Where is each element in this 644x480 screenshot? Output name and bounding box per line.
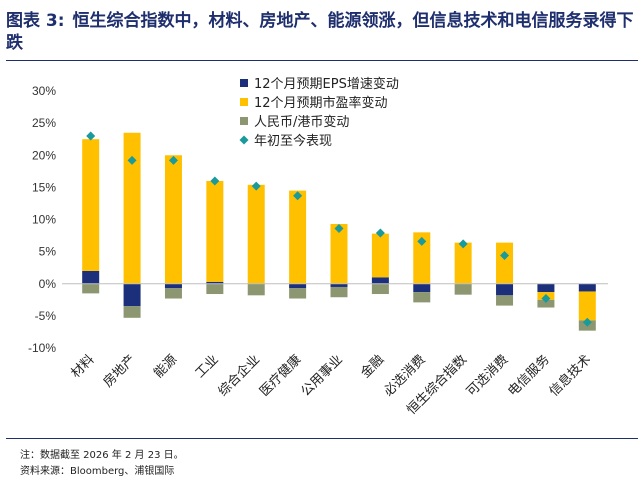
x-tick-label: 工业	[193, 352, 222, 381]
y-tick-label: 5%	[39, 245, 57, 259]
bar-segment-1	[164, 283, 182, 289]
y-tick-label: 25%	[32, 116, 56, 130]
bar-segment-1	[413, 283, 431, 293]
bar-segment-2	[330, 223, 348, 284]
ytd-marker	[210, 176, 220, 186]
bar-segment-3	[413, 292, 431, 303]
x-tick-label: 能源	[151, 352, 180, 381]
source-note: 资料来源：Bloomberg、浦银国际	[20, 466, 175, 477]
legend-swatch-marker	[239, 135, 249, 145]
bar-segment-2	[164, 155, 182, 284]
legend-label-4: 年初至今表现	[254, 133, 332, 149]
x-tick-label: 房地产	[100, 352, 139, 391]
legend-label-3: 人民币/港币变动	[254, 114, 349, 130]
ytd-marker	[500, 250, 510, 260]
x-tick-label: 电信服务	[505, 352, 553, 400]
ytd-marker	[251, 181, 261, 191]
y-tick-label: 15%	[32, 180, 56, 194]
title-divider	[6, 60, 638, 61]
stacked-bar-chart: 30% 25% 20% 15% 10% 5% 0% -5% -10% 材料 房地产 能源 工业综合企业医…	[28, 76, 608, 418]
bar-segment-1	[206, 281, 224, 284]
y-tick-label: 0%	[39, 277, 57, 291]
ytd-marker	[86, 131, 96, 141]
bar-segment-3	[330, 286, 348, 298]
ytd-marker	[458, 239, 468, 249]
bar-segment-3	[82, 283, 100, 294]
ytd-marker	[417, 236, 427, 246]
ytd-marker	[582, 317, 592, 327]
legend-label-2: 12个月预期市盈率变动	[254, 95, 388, 111]
bar-segment-3	[454, 283, 472, 295]
bar-segment-2	[413, 232, 431, 284]
bar-segment-1	[537, 283, 555, 293]
y-tick-label: -5%	[35, 309, 57, 323]
bar-segment-3	[247, 283, 265, 296]
bar-segment-1	[289, 283, 307, 289]
ytd-marker	[127, 155, 137, 165]
ytd-marker	[375, 228, 385, 238]
bar-segment-2	[289, 190, 307, 284]
ytd-marker	[168, 155, 178, 165]
footer-divider	[6, 438, 638, 439]
y-tick-label: -10%	[28, 341, 56, 355]
bar-segment-2	[371, 233, 389, 278]
bar-segment-2	[123, 132, 141, 284]
bar-segment-1	[82, 270, 100, 284]
legend-swatch-1	[240, 79, 248, 87]
y-tick-label: 20%	[32, 148, 56, 162]
bar-segment-3	[123, 306, 141, 318]
bar-segment-3	[371, 283, 389, 295]
x-tick-label: 公用事业	[298, 352, 345, 399]
ytd-marker	[293, 191, 303, 201]
bar-segment-3	[164, 288, 182, 299]
x-tick-label: 金融	[358, 352, 388, 382]
legend-swatch-3	[240, 117, 248, 125]
y-tick-label: 10%	[32, 213, 56, 227]
chart-title: 图表 3: 恒生综合指数中，材料、房地产、能源领涨，但信息技术和电信服务录得下跌	[6, 10, 636, 54]
bar-segment-1	[371, 277, 389, 284]
x-tick-label: 材料	[69, 352, 98, 381]
bar-segment-1	[496, 283, 514, 296]
bar-segment-2	[496, 242, 514, 284]
y-tick-label: 30%	[32, 84, 56, 98]
bar-segment-2	[578, 291, 596, 321]
x-tick-label: 可选消费	[464, 352, 511, 399]
bar-segment-2	[454, 242, 472, 284]
footnote: 注：数据截至 2026 年 2 月 23 日。	[20, 450, 184, 461]
bar-segment-2	[206, 180, 224, 282]
ytd-marker	[541, 294, 551, 304]
figure-title: 恒生综合指数中，材料、房地产、能源领涨，但信息技术和电信服务录得下跌	[6, 11, 634, 53]
x-tick-label: 医疗健康	[256, 352, 304, 400]
bar-segment-2	[82, 139, 100, 271]
bar-segment-3	[537, 299, 555, 308]
bar-segment-2	[247, 184, 265, 284]
x-tick-label: 信息技术	[546, 352, 594, 400]
bar-segment-1	[578, 283, 596, 292]
legend-swatch-2	[240, 98, 248, 106]
ytd-marker	[334, 223, 344, 233]
bar-segment-3	[496, 295, 514, 306]
legend-label-1: 12个月预期EPS增速变动	[254, 76, 399, 92]
x-tick-label: 综合企业	[215, 352, 263, 400]
figure-label: 图表 3:	[6, 11, 65, 31]
bar-segment-1	[330, 283, 348, 287]
bar-segment-3	[206, 283, 224, 295]
bar-segment-3	[289, 288, 307, 299]
bar-segment-1	[123, 283, 141, 307]
